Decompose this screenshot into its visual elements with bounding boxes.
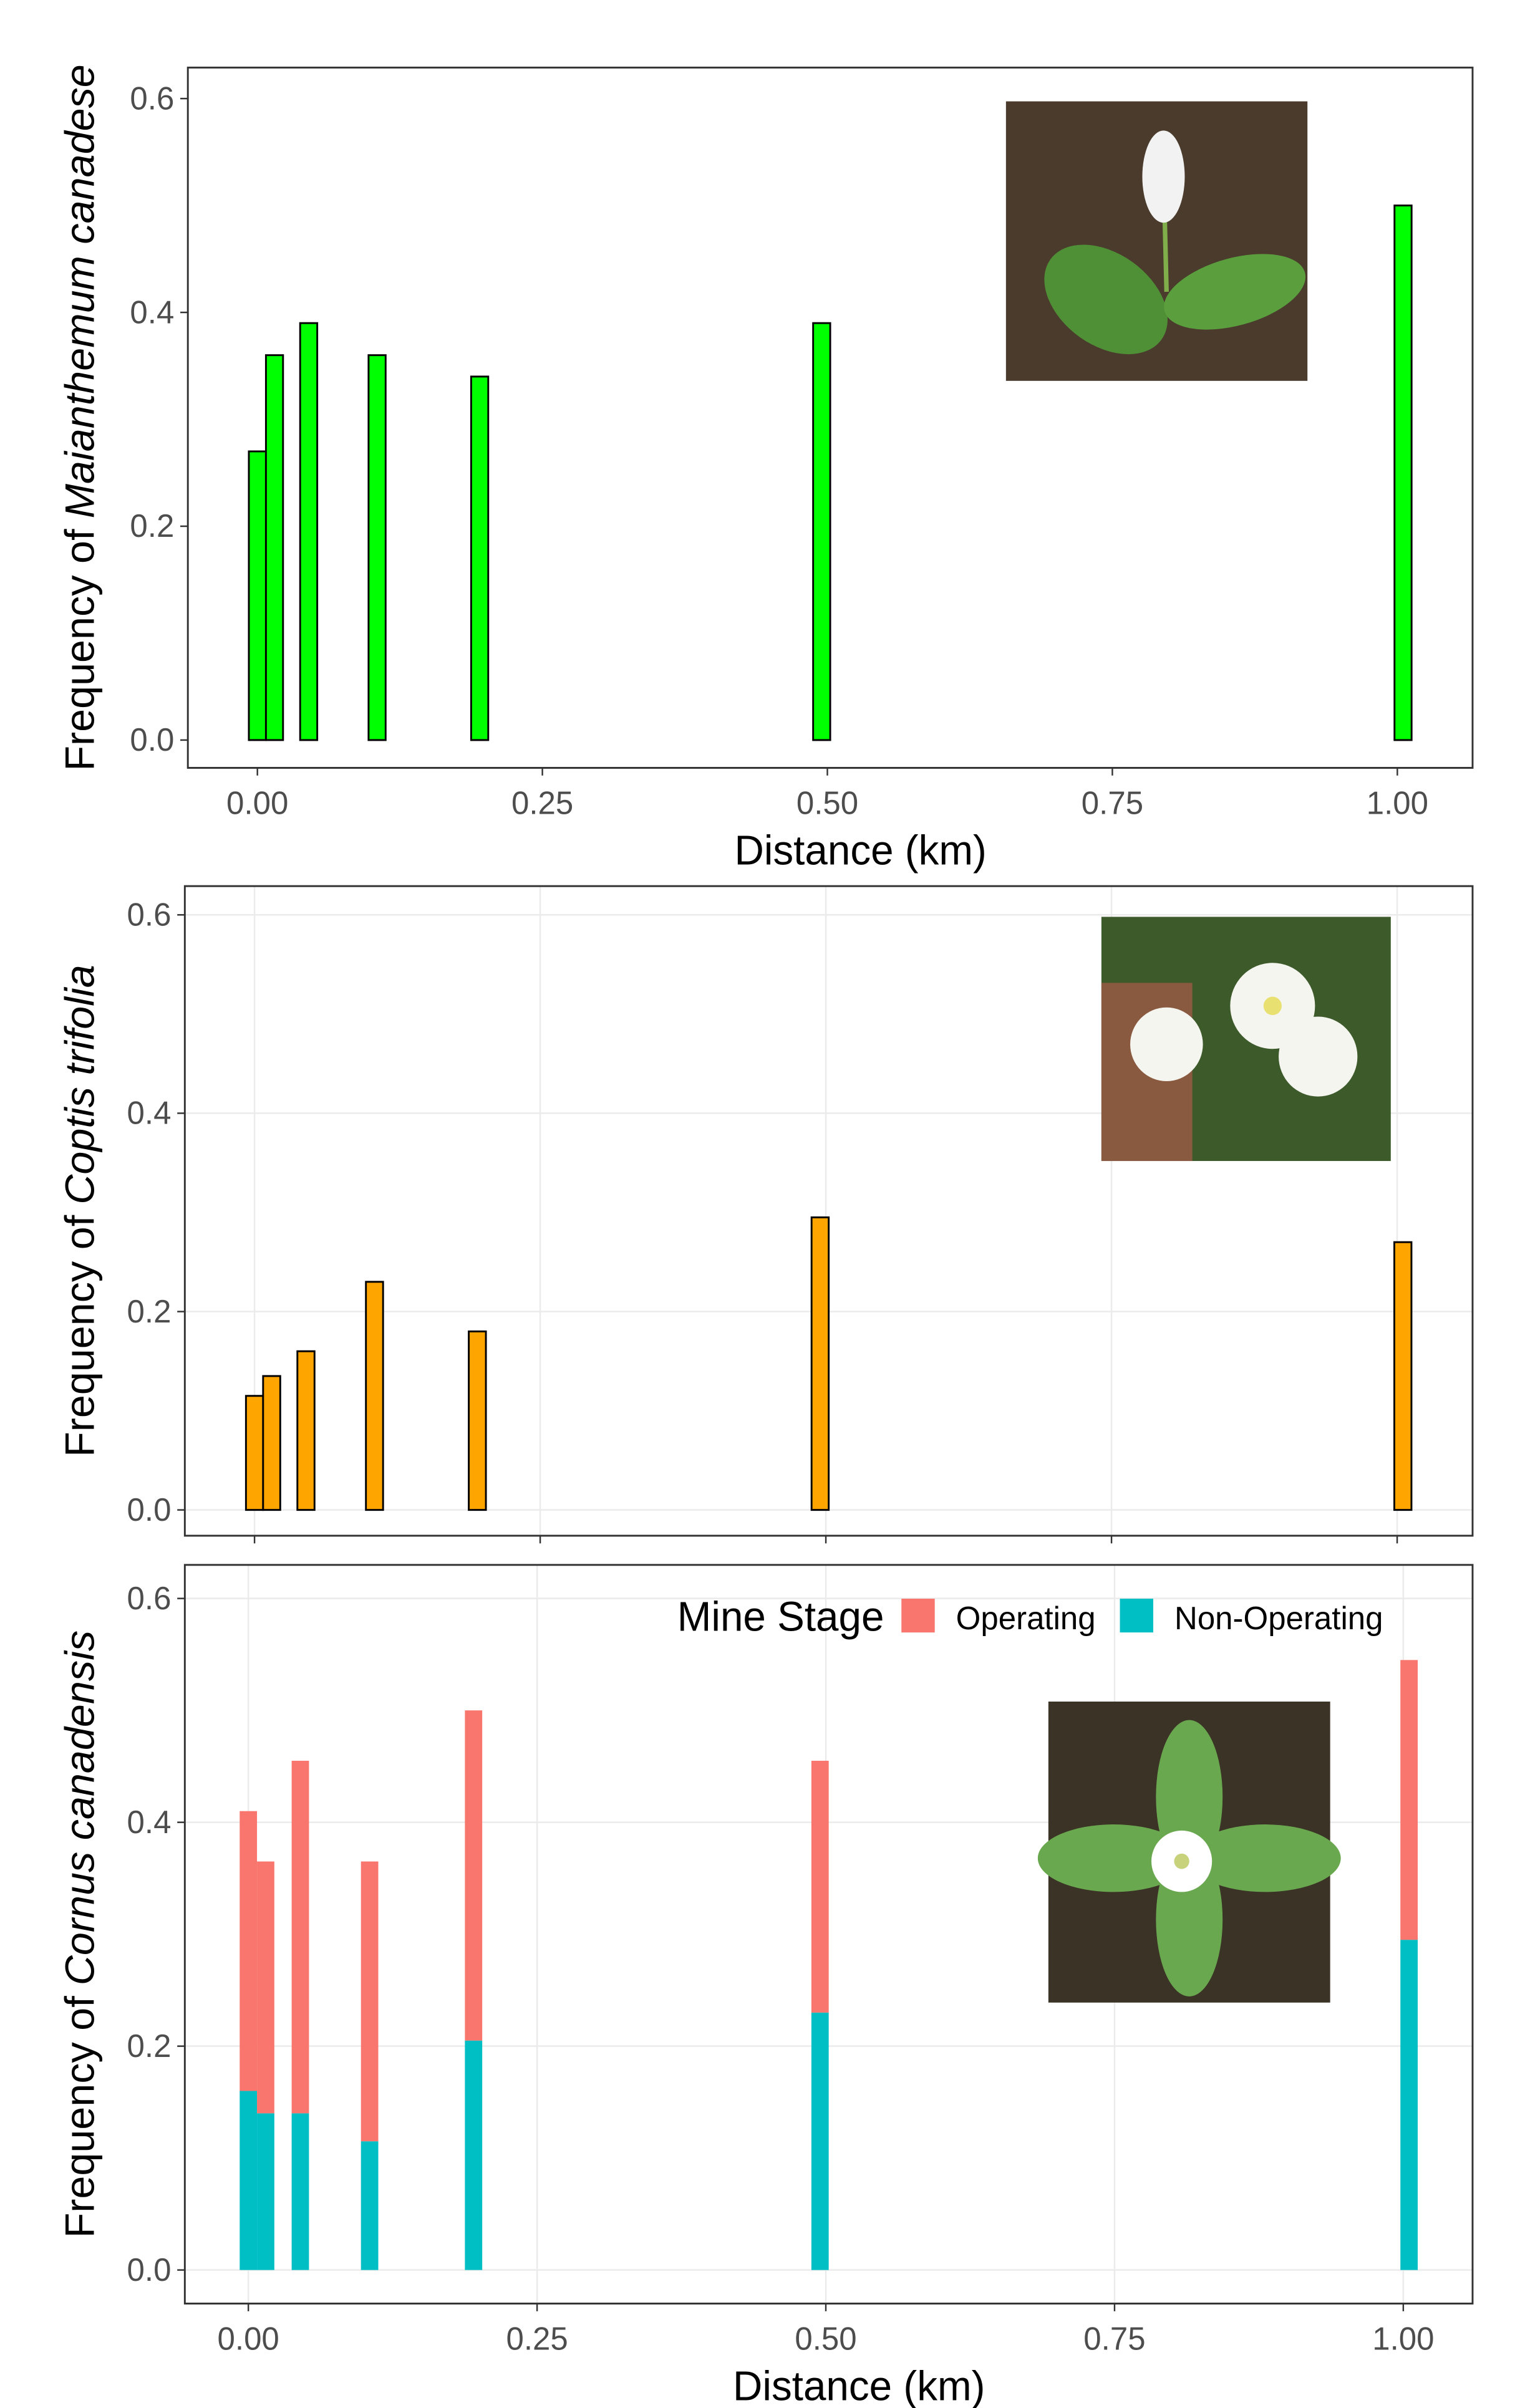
x-tick-label: 0.75 [1082,785,1143,821]
x-tick-label: 0.50 [795,2321,856,2356]
y-axis-title-text: Frequency of [57,1215,102,1457]
y-tick-label: 0.6 [130,80,174,116]
y-axis-title-text: Frequency of [57,529,102,771]
bar [296,1350,316,1511]
bar [468,1330,487,1511]
x-tick-label: 0.75 [1083,2321,1145,2356]
plot-border [186,66,1474,769]
bar-segment [361,1861,379,2142]
x-tick-label: 1.00 [1372,2321,1434,2356]
bar-segment [361,2141,379,2270]
bar-segment [291,2113,309,2270]
x-tick-label: 0.25 [506,2321,568,2356]
bar [244,1395,264,1511]
photo [1101,917,1391,1162]
y-tick-label: 0.2 [127,1293,172,1329]
legend-label: Non-Operating [1174,1601,1383,1636]
y-axis-title: Frequency of Maianthemum canadese [57,64,102,771]
bar [812,322,831,741]
y-tick-label: 0.2 [127,2028,172,2064]
bar-segment [240,2091,258,2270]
legend-swatch [901,1598,935,1633]
y-tick-label: 0.6 [127,897,172,932]
bar [1393,205,1413,741]
bar [810,1216,830,1511]
bar-segment [257,1861,274,2114]
legend-title: Mine Stage [677,1593,884,1640]
x-tick-label: 0.00 [226,785,288,821]
x-axis-title: Distance (km) [734,827,986,874]
bar-segment [811,1760,829,2013]
plot-border [183,1564,1474,2304]
bar-segment [1400,1940,1418,2270]
bar [367,354,387,741]
bar [248,450,267,741]
bar-segment [240,1811,258,2091]
y-axis-title-species: Cornus canadensis [57,1630,102,1985]
photo [1037,1702,1341,2003]
bar [264,354,284,741]
y-axis-title: Frequency of Cornus canadensis [57,1630,102,2238]
y-tick-label: 0.4 [127,1095,172,1130]
y-tick-label: 0.6 [127,1581,172,1616]
bar-segment [257,2113,274,2270]
bar [1393,1241,1413,1511]
y-axis-title-species: Maianthemum canadese [57,64,102,518]
bar-segment [465,2040,483,2270]
y-axis-title: Frequency of Coptis trifolia [57,965,102,1457]
bar-segment [1400,1660,1418,1940]
x-tick-label: 0.50 [796,785,858,821]
bar-segment [811,2012,829,2270]
plot-border [183,885,1474,1537]
y-axis-title-species: Coptis trifolia [57,965,102,1204]
y-tick-label: 0.4 [127,1804,172,1840]
bar [470,375,490,741]
bar [299,322,319,741]
photo [1005,101,1308,381]
legend-swatch [1120,1598,1153,1633]
bar-segment [465,1710,483,2041]
x-tick-label: 1.00 [1367,785,1428,821]
y-tick-label: 0.4 [130,294,174,330]
bar [262,1375,281,1511]
y-tick-label: 0.0 [127,2252,172,2288]
x-tick-label: 0.25 [511,785,573,821]
legend-label: Operating [956,1601,1096,1636]
y-tick-label: 0.0 [130,722,174,758]
x-tick-label: 0.00 [218,2321,279,2356]
bar [365,1281,384,1511]
y-tick-label: 0.2 [130,508,174,544]
y-tick-label: 0.0 [127,1492,172,1528]
x-axis-title: Distance (km) [733,2362,985,2408]
bar-segment [291,1760,309,2114]
y-axis-title-text: Frequency of [57,1996,102,2238]
